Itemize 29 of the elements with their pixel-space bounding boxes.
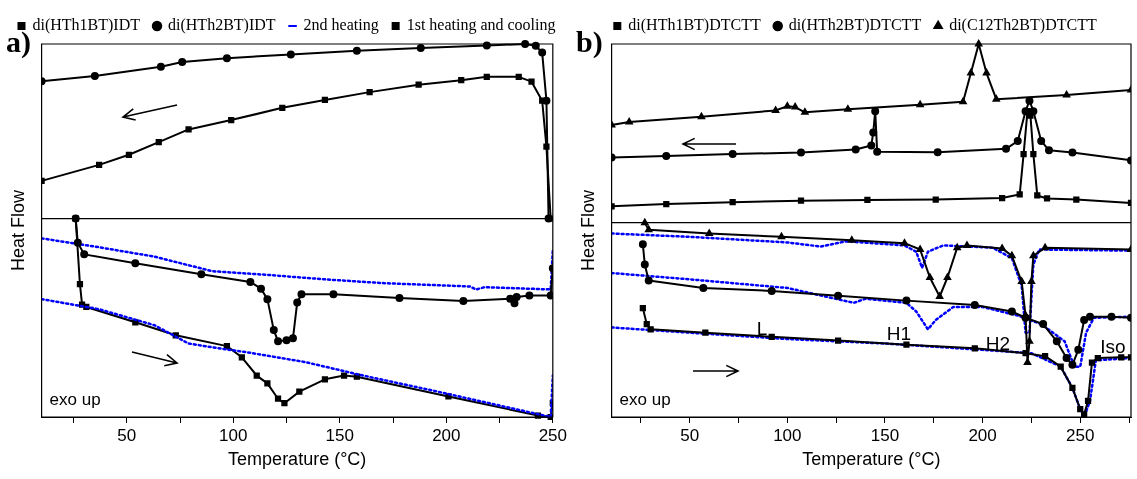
annotation: exo up [619, 390, 671, 410]
annotation: Iso [1100, 336, 1126, 358]
x-tick-label: 100 [219, 425, 248, 445]
x-tick-label: 200 [432, 425, 461, 445]
annotation: L [756, 318, 768, 340]
y-axis-title: Heat Flow [577, 188, 598, 272]
legend-label: di(HTh1BT)DTCTT [628, 16, 761, 35]
x-tick-label: 150 [325, 425, 354, 445]
legend-label: di(HTh2BT)IDT [168, 16, 276, 35]
chart-title: b) [576, 24, 603, 59]
x-tick-label: 50 [680, 425, 700, 445]
x-axis-title: Temperature (°C) [228, 449, 367, 470]
legend-label: di(HTh2BT)DTCTT [788, 16, 922, 35]
chart-title: a) [6, 24, 31, 59]
legend-label: 1st heating and cooling [406, 16, 556, 35]
x-tick-label: 250 [538, 425, 568, 445]
x-tick-label: 50 [117, 425, 137, 445]
x-tick-label: 250 [1066, 425, 1095, 445]
x-axis-title: Temperature (°C) [802, 449, 941, 470]
x-tick-label: 150 [870, 425, 900, 445]
annotation: H2 [985, 333, 1011, 355]
legend-label: di(C12Th2BT)DTCTT [949, 16, 1097, 35]
legend-label: di(HTh1BT)IDT [32, 16, 141, 35]
annotation: exo up [49, 390, 101, 410]
x-tick-label: 100 [773, 425, 802, 445]
annotation: H1 [886, 323, 912, 345]
x-tick-label: 200 [968, 425, 997, 445]
legend-label: 2nd heating [303, 16, 379, 35]
y-axis-title: Heat Flow [7, 188, 28, 272]
